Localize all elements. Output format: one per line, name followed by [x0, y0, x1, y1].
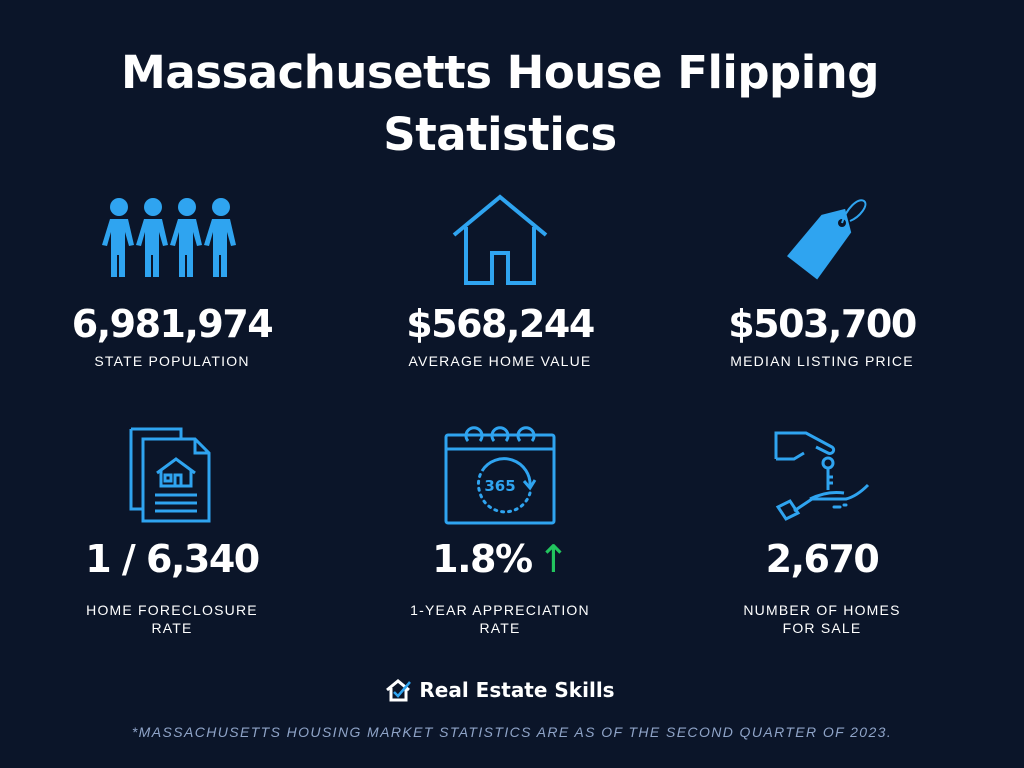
stat-label: STATE POPULATION [94, 353, 250, 369]
stat-average-home-value: $568,244 AVERAGE HOME VALUE [350, 190, 650, 370]
stat-value: $503,700 [728, 302, 917, 346]
stat-label-line-2: FOR SALE [782, 620, 862, 636]
brand-logo: Real Estate Skills [0, 678, 1000, 702]
calendar-text: 365 [484, 477, 515, 495]
stat-value: 1.8% ↑ [350, 537, 650, 581]
house-check-icon [386, 679, 412, 702]
brand-name: Real Estate Skills [419, 678, 615, 702]
key-handover-icon [672, 425, 972, 525]
stat-foreclosure-rate: 1 / 6,340 HOME FORECLOSURE RATE [22, 425, 322, 637]
stat-label-line-1: HOME FORECLOSURE [86, 602, 258, 618]
stat-label: HOME FORECLOSURE RATE [22, 601, 322, 637]
stat-value-text: 1.8% [432, 537, 533, 581]
stat-label: 1-YEAR APPRECIATION RATE [350, 601, 650, 637]
stat-state-population: 6,981,974 STATE POPULATION [22, 190, 322, 370]
stat-value: 2,670 [765, 537, 880, 581]
price-tag-icon [672, 190, 972, 290]
people-icon [22, 190, 322, 290]
up-arrow-icon: ↑ [537, 537, 570, 581]
stat-appreciation-rate: 365 1.8% ↑ 1-YEAR APPRECIATION RATE [350, 425, 650, 637]
footnote: *MASSACHUSETTS HOUSING MARKET STATISTICS… [131, 724, 893, 740]
calendar-icon: 365 [350, 425, 650, 525]
stat-label-line-2: RATE [479, 620, 521, 636]
stat-value: 1 / 6,340 [85, 537, 260, 581]
stat-label-line-2: RATE [151, 620, 193, 636]
page-title: Massachusetts House Flipping Statistics [0, 42, 1000, 166]
stat-label-line-1: NUMBER OF HOMES [743, 602, 901, 618]
stat-label-line-1: 1-YEAR APPRECIATION [410, 602, 590, 618]
documents-icon [22, 425, 322, 525]
stat-label: AVERAGE HOME VALUE [408, 353, 592, 369]
stat-value: $568,244 [406, 302, 595, 346]
stat-median-listing-price: $503,700 MEDIAN LISTING PRICE [672, 190, 972, 370]
house-icon [350, 190, 650, 290]
stat-homes-for-sale: 2,670 NUMBER OF HOMES FOR SALE [672, 425, 972, 637]
title-line-1: Massachusetts House Flipping [121, 46, 879, 99]
stat-label: MEDIAN LISTING PRICE [730, 353, 914, 369]
stat-label: NUMBER OF HOMES FOR SALE [672, 601, 972, 637]
stat-value: 6,981,974 [71, 302, 274, 346]
title-line-2: Statistics [383, 108, 617, 161]
